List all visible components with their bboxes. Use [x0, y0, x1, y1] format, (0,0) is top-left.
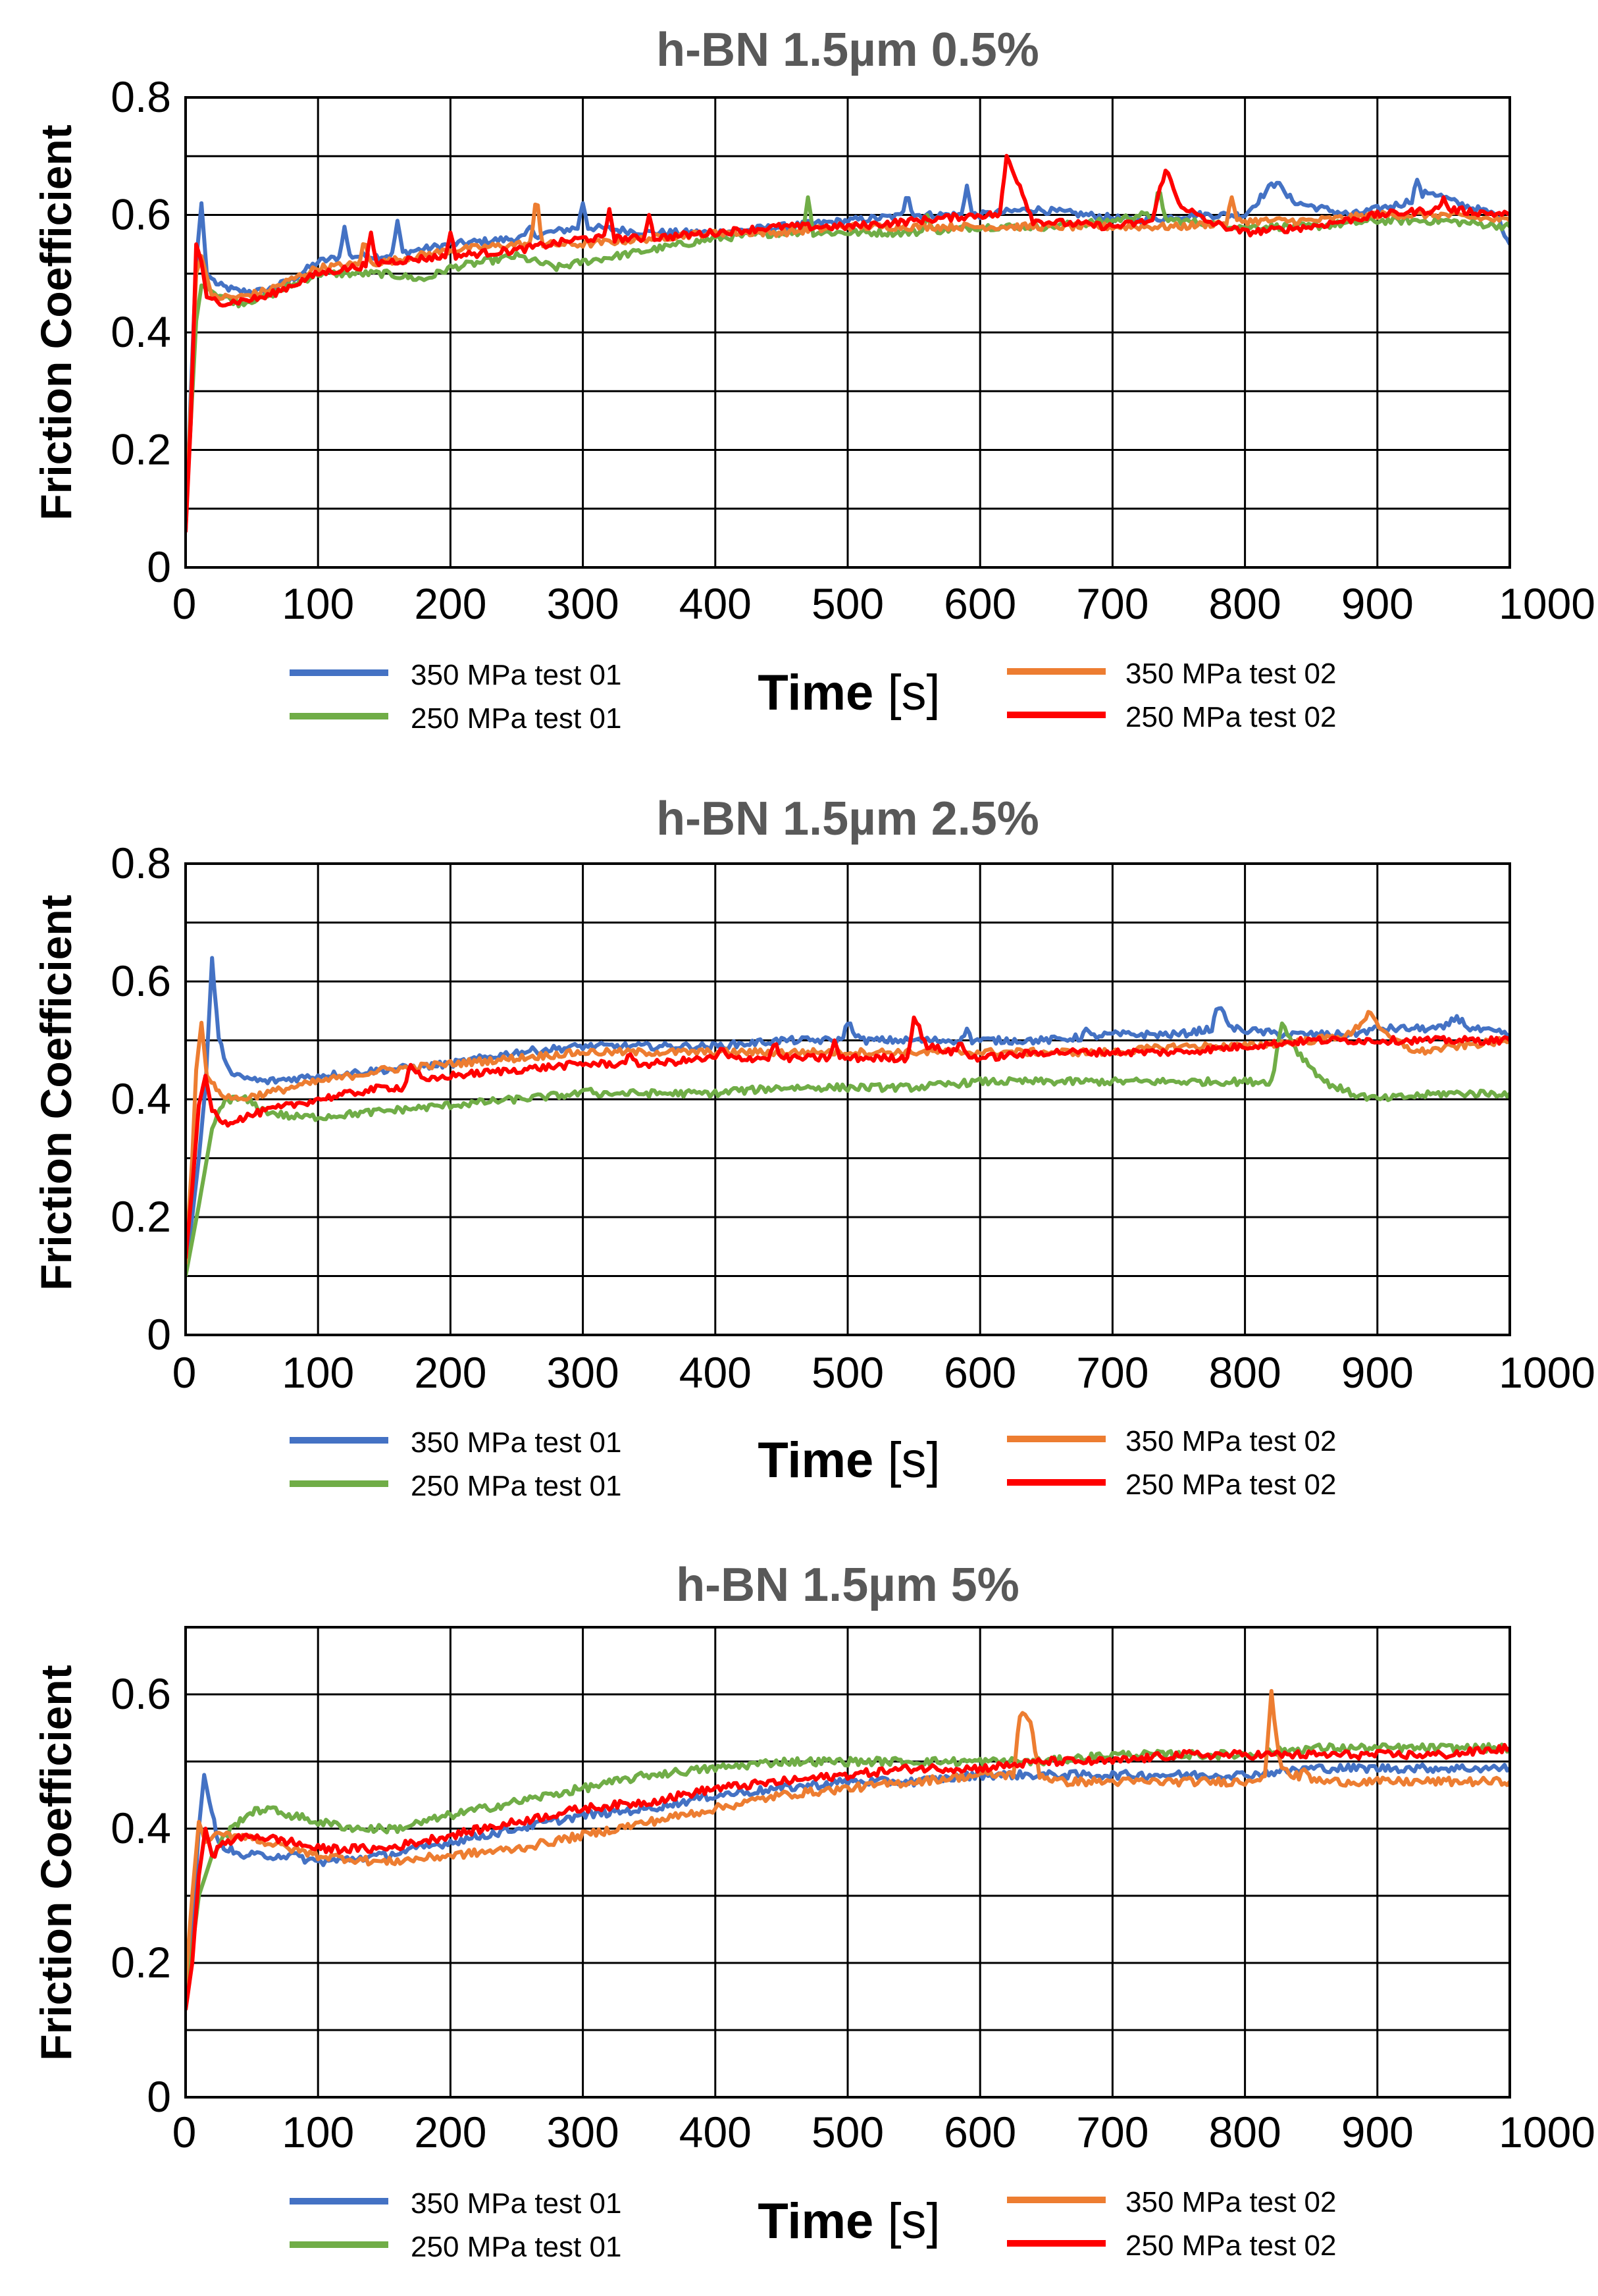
x-tick-label: 1000	[1499, 1348, 1595, 1397]
x-tick-label: 600	[944, 1348, 1016, 1397]
y-tick-label: 0.4	[111, 307, 171, 356]
x-tick-label: 400	[679, 2108, 752, 2156]
x-tick-label: 800	[1209, 579, 1281, 628]
chart-title: h-BN 1.5µm 5%	[676, 1559, 1019, 1611]
x-tick-label: 900	[1341, 2108, 1414, 2156]
x-tick-label: 500	[812, 2108, 884, 2156]
x-tick-label: 100	[282, 1348, 354, 1397]
x-tick-label: 200	[414, 579, 486, 628]
x-tick-label: 500	[812, 1348, 884, 1397]
y-tick-label: 0.8	[111, 839, 171, 887]
legend-label: 350 MPa test 02	[1125, 658, 1336, 690]
x-tick-label: 100	[282, 579, 354, 628]
x-axis-label-unit: [s]	[887, 665, 940, 721]
x-tick-label: 100	[282, 2108, 354, 2156]
x-axis-label: Time [s]	[758, 665, 940, 721]
series-group	[186, 153, 1510, 533]
series-line-250-mpa-test-02	[186, 153, 1510, 533]
legend-label: 350 MPa test 01	[411, 2187, 621, 2220]
x-tick-label: 1000	[1499, 579, 1595, 628]
y-tick-label: 0.2	[111, 1192, 171, 1241]
y-tick-label: 0.2	[111, 425, 171, 474]
y-axis-label: Friction Coefficient	[32, 124, 80, 520]
x-tick-label: 300	[547, 2108, 619, 2156]
x-tick-label: 700	[1076, 2108, 1148, 2156]
y-tick-label: 0.2	[111, 1938, 171, 1987]
x-tick-label: 700	[1076, 579, 1148, 628]
legend-label: 250 MPa test 02	[1125, 2230, 1336, 2262]
series-group	[186, 1688, 1510, 2010]
plot-frame	[184, 96, 1511, 569]
x-tick-label: 600	[944, 579, 1016, 628]
y-tick-label: 0.6	[111, 956, 171, 1005]
x-tick-label: 900	[1341, 579, 1414, 628]
y-axis-label: Friction Coefficient	[32, 895, 80, 1290]
x-tick-label: 300	[547, 579, 619, 628]
plot-frame	[184, 862, 1511, 1336]
plot-frame	[184, 1626, 1511, 2099]
x-tick-label: 500	[812, 579, 884, 628]
chart-2: h-BN 1.5µm 2.5% 0 100 200 300 400 500 600 700 800…	[32, 793, 1595, 1502]
legend-label: 350 MPa test 01	[411, 659, 621, 691]
legend: 350 MPa test 01 250 MPa test 01 350 MPa te…	[290, 1425, 1336, 1502]
series-line-350-mpa-test-02	[186, 1688, 1510, 1983]
x-tick-label: 400	[679, 579, 752, 628]
x-tick-label: 400	[679, 1348, 752, 1397]
x-tick-label: 600	[944, 2108, 1016, 2156]
series-line-250-mpa-test-02	[186, 1742, 1510, 2010]
legend-label: 350 MPa test 02	[1125, 1425, 1336, 1457]
x-tick-label: 200	[414, 2108, 486, 2156]
y-tick-label: 0.4	[111, 1804, 171, 1852]
legend-label: 250 MPa test 01	[411, 1470, 621, 1502]
series-line-250-mpa-test-01	[186, 1021, 1510, 1277]
legend-label: 250 MPa test 02	[1125, 1469, 1336, 1501]
legend-label: 250 MPa test 01	[411, 2231, 621, 2263]
x-tick-label: 0	[172, 1348, 197, 1397]
legend-label: 250 MPa test 01	[411, 702, 621, 735]
legend-label: 250 MPa test 02	[1125, 701, 1336, 733]
chart-title: h-BN 1.5µm 0.5%	[656, 24, 1039, 76]
chart-title: h-BN 1.5µm 2.5%	[656, 793, 1039, 845]
x-axis-label-unit: [s]	[887, 1432, 940, 1488]
y-tick-label: 0.6	[111, 1669, 171, 1718]
x-axis-label-main: Time	[758, 2193, 887, 2249]
x-axis-label-main: Time	[758, 665, 887, 721]
y-axis-label: Friction Coefficient	[32, 1665, 80, 2060]
x-tick-label: 200	[414, 1348, 486, 1397]
x-tick-label: 300	[547, 1348, 619, 1397]
y-tick-label: 0	[147, 542, 171, 591]
chart-1: h-BN 1.5µm 0.5% 0 100 200 300 400 500 600 700 800…	[32, 24, 1595, 735]
series-line-350-mpa-test-01	[186, 178, 1510, 533]
x-tick-label: 800	[1209, 2108, 1281, 2156]
legend: 350 MPa test 01 250 MPa test 01 350 MPa te…	[290, 658, 1336, 735]
x-tick-label: 0	[172, 579, 197, 628]
series-line-250-mpa-test-01	[186, 1742, 1510, 2004]
series-line-250-mpa-test-02	[186, 1015, 1510, 1259]
x-axis-label-main: Time	[758, 1432, 887, 1488]
x-axis-label: Time [s]	[758, 1432, 940, 1488]
x-tick-label: 0	[172, 2108, 197, 2156]
x-tick-label: 700	[1076, 1348, 1148, 1397]
x-tick-label: 1000	[1499, 2108, 1595, 2156]
x-tick-label: 800	[1209, 1348, 1281, 1397]
chart-3: h-BN 1.5µm 5% 0 100 200 300 400 500 600 700 800 90…	[32, 1559, 1595, 2263]
series-group	[186, 956, 1510, 1277]
y-tick-label: 0	[147, 1310, 171, 1359]
legend-label: 350 MPa test 02	[1125, 2186, 1336, 2218]
y-tick-label: 0.6	[111, 190, 171, 239]
x-tick-label: 900	[1341, 1348, 1414, 1397]
x-axis-label-unit: [s]	[887, 2193, 940, 2249]
x-axis-label: Time [s]	[758, 2193, 940, 2249]
y-tick-label: 0.4	[111, 1074, 171, 1123]
y-tick-label: 0	[147, 2072, 171, 2121]
legend-label: 350 MPa test 01	[411, 1426, 621, 1459]
legend: 350 MPa test 01 250 MPa test 01 350 MPa te…	[290, 2186, 1336, 2263]
y-tick-label: 0.8	[111, 72, 171, 121]
